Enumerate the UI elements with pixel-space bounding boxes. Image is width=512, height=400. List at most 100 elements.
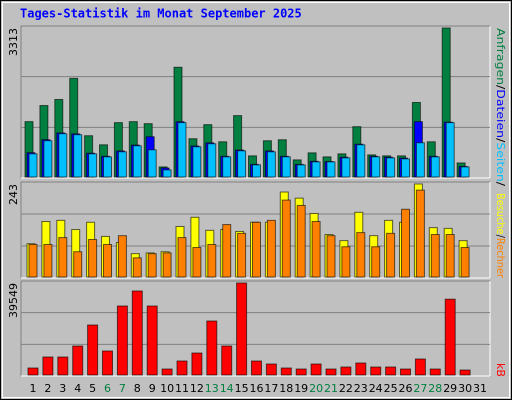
bar — [430, 156, 440, 178]
x-tick-label: 16 — [250, 382, 264, 395]
bar — [147, 149, 157, 178]
bar — [401, 208, 410, 278]
bar — [415, 189, 425, 278]
bar — [207, 143, 217, 178]
bar — [131, 290, 143, 376]
x-tick-label: 8 — [134, 382, 141, 395]
bar — [191, 352, 203, 376]
bar — [414, 358, 426, 376]
bar — [27, 367, 39, 376]
x-tick-label: 31 — [473, 382, 487, 395]
bar — [72, 345, 84, 376]
bar — [356, 232, 366, 278]
x-tick-label: 6 — [104, 382, 111, 395]
legend: Anfragen/Dateien/Seiten/ — [494, 28, 507, 186]
x-tick-label: 22 — [339, 382, 353, 395]
x-tick-label: 30 — [458, 382, 472, 395]
bar — [401, 158, 410, 178]
bar — [28, 243, 38, 278]
bar — [445, 234, 455, 278]
bar — [296, 204, 306, 278]
bar — [460, 247, 470, 278]
bar — [371, 156, 381, 178]
bar — [280, 367, 292, 376]
bar — [88, 238, 98, 278]
bar — [355, 362, 367, 376]
legend-entry: Dateien — [494, 89, 507, 138]
bar — [103, 156, 112, 178]
bar — [311, 221, 321, 278]
bar — [429, 368, 441, 376]
bar — [281, 156, 291, 178]
bar — [192, 146, 202, 178]
bar — [444, 298, 456, 376]
bar — [341, 157, 351, 178]
x-tick-label: 26 — [399, 382, 413, 395]
x-tick-label: 1 — [30, 382, 37, 395]
bar — [58, 133, 68, 178]
bar — [370, 366, 382, 376]
bar — [296, 164, 306, 178]
x-tick-label: 13 — [205, 382, 219, 395]
bar — [73, 134, 83, 178]
legend-separator: / — [494, 235, 507, 239]
bar — [162, 252, 172, 278]
bar — [326, 235, 336, 278]
bar — [265, 363, 277, 376]
bar — [147, 253, 157, 278]
bar — [252, 221, 261, 278]
legend-entry: kB — [494, 363, 507, 377]
x-tick-label: 5 — [89, 382, 96, 395]
bar — [311, 161, 321, 178]
bar — [57, 356, 69, 376]
bar — [252, 164, 261, 178]
bar — [43, 140, 53, 178]
bar — [430, 234, 440, 278]
x-tick-label: 17 — [264, 382, 278, 395]
bar — [117, 151, 127, 178]
bar — [341, 246, 351, 278]
y-tick-label: 243 — [7, 184, 20, 205]
bar — [340, 366, 352, 376]
legend-entry: Anfragen — [494, 28, 507, 85]
bar — [42, 356, 54, 376]
x-tick-label: 11 — [175, 382, 189, 395]
bar — [386, 157, 396, 178]
x-tick-label: 19 — [294, 382, 308, 395]
bar — [73, 251, 83, 278]
bar — [132, 257, 142, 278]
bar — [102, 350, 113, 376]
bar — [266, 151, 276, 178]
x-tick-label: 27 — [413, 382, 427, 395]
x-tick-label: 29 — [443, 382, 457, 395]
bar — [116, 305, 128, 376]
x-tick-label: 23 — [354, 382, 368, 395]
x-tick-label: 28 — [428, 382, 442, 395]
x-tick-label: 10 — [160, 382, 174, 395]
bar — [117, 235, 127, 278]
x-tick-label: 7 — [119, 382, 126, 395]
bar — [177, 237, 187, 278]
x-tick-label: 12 — [190, 382, 204, 395]
y-tick-label: 39549 — [7, 283, 20, 318]
bar — [162, 169, 172, 178]
bar — [103, 243, 112, 278]
bar — [177, 122, 187, 178]
bar — [415, 142, 425, 178]
bar — [206, 320, 218, 376]
bar — [281, 199, 291, 278]
bar — [371, 246, 381, 278]
panel — [20, 280, 491, 377]
x-tick-label: 21 — [324, 382, 338, 395]
x-tick-label: 18 — [279, 382, 293, 395]
legend-separator: / — [494, 182, 507, 187]
bar — [326, 161, 336, 178]
legend-entry: Rechner — [494, 238, 507, 279]
x-tick-label: 14 — [220, 382, 234, 395]
bar — [176, 360, 188, 376]
bar — [28, 153, 38, 178]
bar — [237, 150, 247, 178]
bar — [87, 324, 99, 376]
